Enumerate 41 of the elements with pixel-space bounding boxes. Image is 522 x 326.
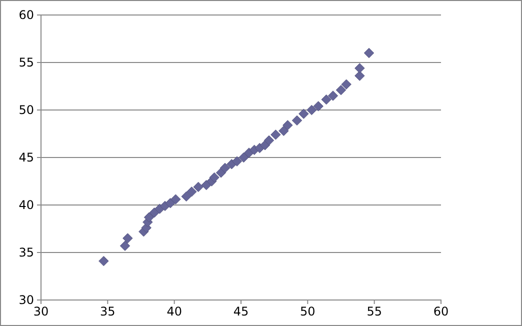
point bbox=[122, 233, 133, 244]
x-tick-label: 55 bbox=[366, 304, 382, 319]
point bbox=[354, 70, 365, 81]
point bbox=[328, 90, 338, 101]
y-tick-label: 50 bbox=[18, 102, 34, 117]
point bbox=[209, 172, 220, 183]
point bbox=[170, 194, 181, 204]
point bbox=[181, 191, 192, 202]
point bbox=[220, 162, 230, 174]
point bbox=[232, 156, 242, 166]
point bbox=[238, 152, 249, 163]
point bbox=[292, 115, 302, 126]
point bbox=[264, 135, 274, 146]
point bbox=[98, 256, 109, 266]
point bbox=[336, 84, 346, 96]
y-tick-label: 55 bbox=[18, 55, 34, 70]
x-tick-label: 50 bbox=[300, 304, 316, 319]
point bbox=[144, 212, 154, 222]
point bbox=[313, 101, 324, 112]
x-tick-label: 30 bbox=[33, 304, 49, 319]
y-tick-label: 45 bbox=[18, 150, 34, 164]
point bbox=[306, 104, 317, 116]
point bbox=[278, 126, 289, 136]
x-tick-label: 45 bbox=[233, 304, 249, 319]
point bbox=[193, 182, 204, 192]
x-tick-label: 35 bbox=[100, 304, 116, 319]
x-tick-label: 40 bbox=[166, 304, 182, 319]
point bbox=[341, 79, 352, 90]
point bbox=[298, 108, 309, 119]
point bbox=[364, 48, 374, 58]
y-tick-label: 30 bbox=[18, 292, 34, 307]
point bbox=[120, 240, 130, 251]
y-tick-label: 35 bbox=[18, 245, 34, 260]
point bbox=[270, 130, 281, 140]
point bbox=[186, 186, 197, 197]
y-tick-label: 60 bbox=[18, 8, 34, 22]
x-tick-label: 60 bbox=[433, 304, 449, 319]
point bbox=[321, 94, 332, 105]
point bbox=[354, 63, 365, 74]
point bbox=[282, 120, 293, 130]
y-tick-label: 40 bbox=[18, 198, 34, 212]
